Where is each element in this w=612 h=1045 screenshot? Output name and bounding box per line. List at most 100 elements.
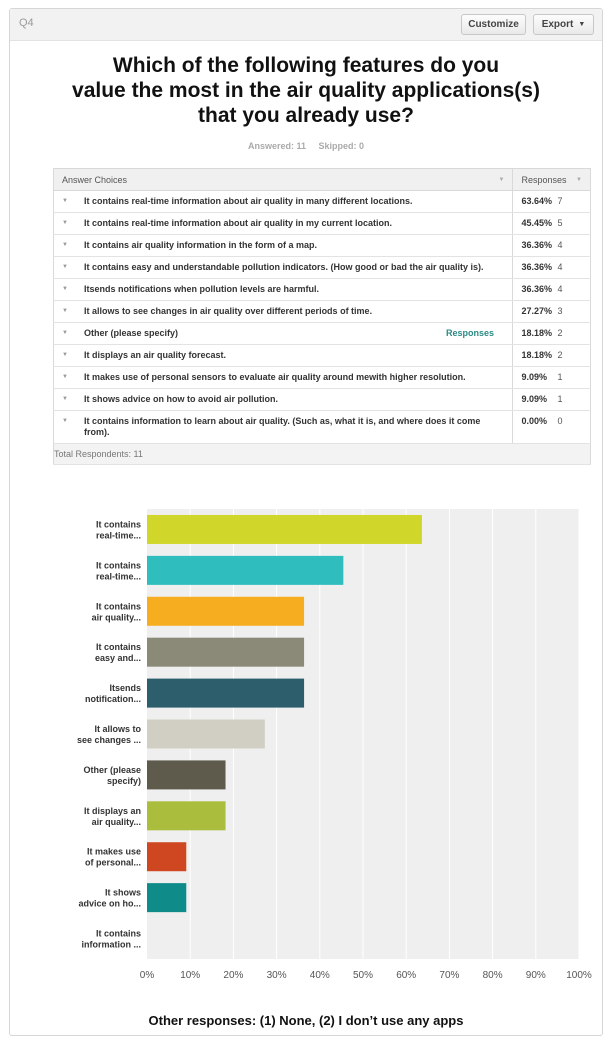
category-label: real-time...: [96, 530, 141, 540]
x-tick-label: 70%: [439, 970, 459, 981]
responses-table: Answer Choices ▼ Responses ▼ ▼ It contains …: [52, 168, 591, 465]
table-row: ▼ It shows advice on how to avoid air pol…: [52, 388, 591, 411]
sort-icon: ▼: [576, 177, 582, 183]
category-label: notification...: [85, 694, 141, 704]
expand-chevron-icon[interactable]: ▼: [62, 352, 68, 358]
response-cell: 9.09% 1: [512, 366, 591, 389]
response-percent: 36.36%: [521, 240, 552, 250]
category-label: Other (please: [83, 765, 141, 775]
answer-label: It displays an air quality forecast.: [84, 350, 227, 360]
x-tick-label: 60%: [396, 970, 416, 981]
question-card: Q4 Customize Export ▼ Which of the follow…: [9, 8, 603, 1036]
expand-chevron-icon[interactable]: ▼: [62, 374, 68, 380]
response-count: 2: [557, 350, 563, 360]
bar: [147, 842, 187, 872]
expand-chevron-icon[interactable]: ▼: [62, 220, 68, 226]
category-label: It contains: [96, 601, 141, 611]
category-label: It contains: [96, 560, 141, 570]
x-tick-label: 0%: [140, 970, 155, 981]
answer-choices-label: Answer Choices: [62, 174, 128, 185]
answer-cell: ▼ It contains information to learn about …: [52, 410, 514, 444]
response-cell: 18.18% 2: [512, 322, 591, 345]
response-count: 5: [557, 218, 563, 228]
category-label: easy and...: [95, 653, 141, 663]
answer-cell: ▼ It displays an air quality forecast.: [52, 344, 514, 367]
answer-text: It makes use of personal sensors to eval…: [84, 372, 494, 383]
customize-label: Customize: [468, 19, 519, 30]
answer-choices-header[interactable]: Answer Choices ▼: [52, 168, 514, 191]
category-label: Itsends: [109, 683, 141, 693]
response-count: 7: [557, 196, 563, 206]
expand-chevron-icon[interactable]: ▼: [62, 264, 68, 270]
category-label: of personal...: [85, 858, 141, 868]
expand-chevron-icon[interactable]: ▼: [62, 242, 68, 248]
response-count: 4: [557, 284, 563, 294]
export-label: Export: [541, 19, 574, 30]
answer-text: It contains easy and understandable poll…: [84, 262, 494, 273]
answer-text: It contains air quality information in t…: [84, 240, 494, 251]
response-percent: 9.09%: [521, 394, 547, 404]
response-percent: 36.36%: [521, 284, 552, 294]
answer-text: It displays an air quality forecast.: [84, 350, 494, 361]
answer-label: It contains information to learn about a…: [84, 416, 481, 437]
answer-text: It contains real-time information about …: [84, 196, 494, 207]
response-cell: 36.36% 4: [512, 278, 591, 301]
bar: [147, 760, 226, 790]
responses-label: Responses: [521, 174, 567, 185]
customize-button[interactable]: Customize: [461, 14, 526, 35]
response-percent: 63.64%: [521, 196, 552, 206]
expand-chevron-icon[interactable]: ▼: [62, 330, 68, 336]
bar: [147, 719, 265, 749]
table-row: ▼ Other (please specify) Responses 18.18% 2: [52, 322, 591, 345]
response-cell: 63.64% 7: [512, 190, 591, 213]
title-line: Which of the following features do you: [112, 54, 500, 77]
table-row: ▼ It allows to see changes in air quality…: [52, 300, 591, 323]
response-cell: 27.27% 3: [512, 300, 591, 323]
category-label: specify): [107, 776, 141, 786]
bar: [147, 596, 305, 626]
answer-text: It shows advice on how to avoid air poll…: [84, 394, 494, 405]
answer-label: Other (please specify): [84, 328, 179, 338]
answer-text: Other (please specify) Responses: [84, 328, 494, 339]
answer-label: It allows to see changes in air quality …: [84, 306, 373, 316]
category-label: advice on ho...: [78, 899, 141, 909]
x-tick-label: 30%: [267, 970, 287, 981]
response-percent: 27.27%: [521, 306, 552, 316]
caret-down-icon: ▼: [578, 21, 586, 28]
question-number: Q4: [19, 17, 34, 29]
response-cell: 36.36% 4: [512, 234, 591, 257]
response-cell: 9.09% 1: [512, 388, 591, 411]
response-percent: 9.09%: [521, 372, 547, 382]
responses-header[interactable]: Responses ▼: [512, 168, 591, 191]
category-label: It allows to: [94, 724, 141, 734]
category-label: It contains: [96, 519, 141, 529]
answer-label: Itsends notifications when pollution lev…: [84, 284, 320, 294]
category-label: air quality...: [92, 612, 141, 622]
response-percent: 36.36%: [521, 262, 552, 272]
answer-label: It shows advice on how to avoid air poll…: [84, 394, 279, 404]
x-tick-label: 10%: [180, 970, 200, 981]
export-button[interactable]: Export ▼: [533, 14, 594, 35]
bar: [147, 514, 422, 544]
response-count: 1: [557, 372, 563, 382]
answer-text: It allows to see changes in air quality …: [84, 306, 494, 317]
answer-text: It contains real-time information about …: [84, 218, 494, 229]
table-row: ▼ It makes use of personal sensors to eva…: [52, 366, 591, 389]
table-row: ▼ It contains real-time information about…: [52, 190, 591, 213]
response-cell: 36.36% 4: [512, 256, 591, 279]
expand-chevron-icon[interactable]: ▼: [62, 308, 68, 314]
expand-chevron-icon[interactable]: ▼: [62, 418, 68, 424]
table-row: ▼ Itsends notifications when pollution le…: [52, 278, 591, 301]
answer-cell: ▼ Itsends notifications when pollution le…: [52, 278, 514, 301]
x-tick-label: 50%: [353, 970, 373, 981]
expand-chevron-icon[interactable]: ▼: [62, 198, 68, 204]
expand-chevron-icon[interactable]: ▼: [62, 286, 68, 292]
title-line: value the most in the air quality applic…: [72, 79, 540, 102]
expand-chevron-icon[interactable]: ▼: [62, 396, 68, 402]
responses-link[interactable]: Responses: [445, 328, 494, 338]
x-tick-label: 100%: [566, 970, 592, 981]
question-title: Which of the following features do you v…: [50, 53, 562, 128]
response-cell: 0.00% 0: [512, 410, 591, 444]
response-cell: 18.18% 2: [512, 344, 591, 367]
table-row: ▼ It contains information to learn about …: [52, 410, 591, 444]
